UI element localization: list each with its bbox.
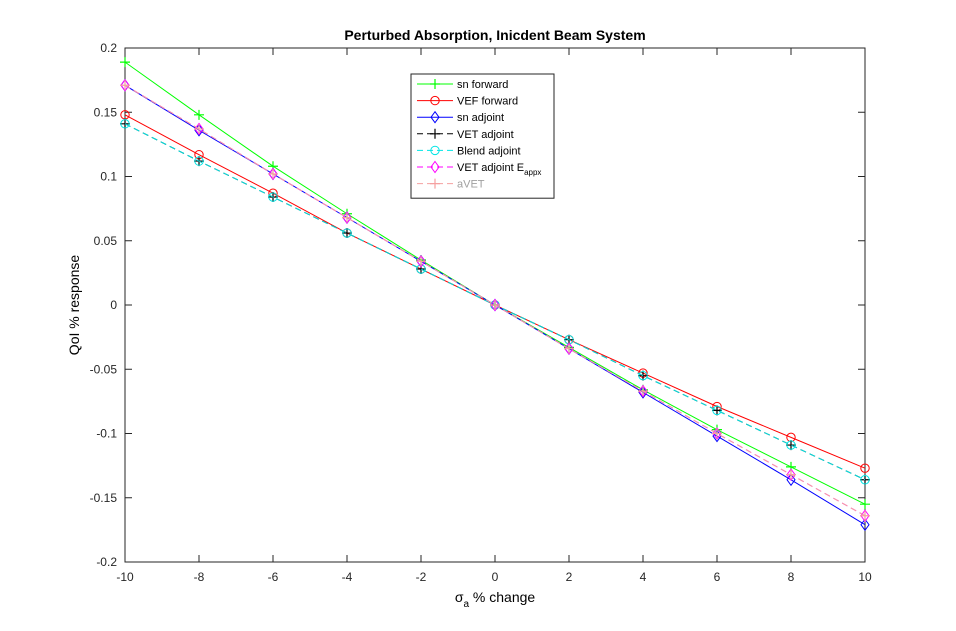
- legend-label: Blend adjoint: [457, 145, 521, 157]
- data-point: [120, 78, 130, 92]
- y-tick-label: 0.15: [94, 105, 118, 119]
- legend-entry: Blend adjoint: [417, 145, 521, 157]
- y-tick-label: -0.2: [96, 555, 117, 569]
- y-tick-label: 0.05: [94, 234, 118, 248]
- legend-entry: sn forward: [417, 79, 508, 91]
- legend-label: VET adjoint: [457, 129, 514, 141]
- data-point: [786, 473, 796, 487]
- y-tick-label: -0.05: [90, 362, 118, 376]
- x-axis-label: σa % change: [455, 589, 536, 610]
- y-tick-label: -0.1: [96, 427, 117, 441]
- x-tick-label: 8: [788, 570, 795, 584]
- x-tick-label: 0: [492, 570, 499, 584]
- data-point: [342, 228, 352, 238]
- x-tick-label: 4: [640, 570, 647, 584]
- data-point: [638, 370, 648, 381]
- x-tick-label: 2: [566, 570, 573, 584]
- y-axis-label: QoI % response: [66, 255, 82, 356]
- data-point: [860, 499, 870, 510]
- y-tick-label: 0.1: [100, 170, 117, 184]
- x-axis-label-symbol: σ: [455, 589, 464, 605]
- data-point: [786, 468, 796, 481]
- data-point: [268, 167, 278, 181]
- legend-marker: [430, 79, 440, 89]
- data-point: [860, 518, 870, 532]
- data-point: [194, 123, 204, 134]
- data-point: [860, 510, 870, 521]
- x-tick-label: -4: [342, 570, 353, 584]
- x-tick-label: 10: [858, 570, 872, 584]
- data-point: [712, 429, 722, 443]
- x-axis-label-text: % change: [469, 589, 535, 605]
- legend-label: VET adjoint Eappx: [457, 162, 541, 177]
- data-point: [638, 384, 648, 398]
- x-tick-label: -10: [116, 570, 134, 584]
- data-point: [120, 119, 130, 129]
- series-layer: [120, 57, 870, 532]
- x-tick-label: -6: [268, 570, 279, 584]
- data-point: [342, 212, 352, 223]
- data-point: [194, 156, 204, 166]
- x-axis-label-subscript: a: [463, 599, 469, 610]
- data-point: [786, 440, 796, 450]
- legend: sn forward VEF forward sn adjoint VET adjoi…: [410, 73, 555, 199]
- data-point: [342, 228, 352, 239]
- data-point: [194, 109, 204, 120]
- axes: -10 -8 -6 -4 -2 0 2 4 6 8 10 -0.2 -0.15 -0.1 -0.05 0 0.0…: [90, 41, 872, 584]
- legend-label: sn forward: [457, 79, 508, 91]
- data-point: [490, 300, 500, 310]
- legend-marker: [430, 128, 440, 139]
- y-tick-label: 0.2: [100, 41, 117, 55]
- x-tick-label: -8: [194, 570, 205, 584]
- legend-label: VEF forward: [457, 96, 518, 108]
- legend-label: aVET: [457, 179, 485, 191]
- legend-entry: aVET: [417, 178, 485, 191]
- data-point: [712, 405, 722, 416]
- data-point: [712, 405, 722, 416]
- legend-marker: [430, 110, 440, 124]
- data-point: [860, 463, 870, 473]
- data-point: [786, 469, 796, 480]
- data-point: [638, 370, 648, 381]
- x-tick-label: -2: [416, 570, 427, 584]
- legend-marker: [430, 95, 440, 106]
- data-point: [786, 440, 796, 451]
- x-tick-label: 6: [714, 570, 721, 584]
- legend-marker: [430, 160, 440, 174]
- legend-marker: [430, 145, 440, 156]
- y-tick-label: -0.15: [90, 491, 118, 505]
- legend-label: sn adjoint: [457, 112, 504, 124]
- data-point: [564, 343, 574, 354]
- series-6: [120, 80, 870, 521]
- data-point: [416, 256, 426, 267]
- legend-entry: sn adjoint: [417, 110, 504, 124]
- y-tick-label: 0: [110, 298, 117, 312]
- data-point: [490, 298, 500, 312]
- data-point: [120, 57, 130, 68]
- data-point: [268, 168, 278, 179]
- data-point: [712, 428, 722, 439]
- data-point: [120, 80, 130, 91]
- data-point: [860, 475, 870, 485]
- legend-entry: VET adjoint: [417, 128, 514, 141]
- legend-marker: [430, 178, 440, 189]
- legend-entry: VET adjoint Eappx: [417, 160, 541, 177]
- chart-title: Perturbed Absorption, Inicdent Beam Syst…: [344, 27, 645, 43]
- data-point: [638, 386, 648, 397]
- data-point: [268, 192, 278, 202]
- legend-entry: VEF forward: [417, 96, 518, 108]
